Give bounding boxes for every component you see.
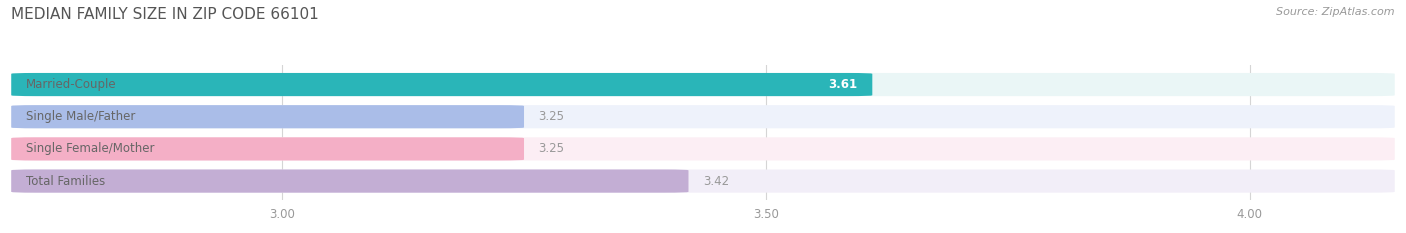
Text: MEDIAN FAMILY SIZE IN ZIP CODE 66101: MEDIAN FAMILY SIZE IN ZIP CODE 66101 (11, 7, 319, 22)
FancyBboxPatch shape (11, 169, 689, 193)
FancyBboxPatch shape (11, 137, 524, 161)
Text: Total Families: Total Families (25, 175, 105, 188)
Text: 3.25: 3.25 (538, 110, 565, 123)
Text: Married-Couple: Married-Couple (25, 78, 117, 91)
Text: 3.42: 3.42 (703, 175, 730, 188)
FancyBboxPatch shape (11, 73, 1395, 96)
FancyBboxPatch shape (11, 105, 1395, 128)
FancyBboxPatch shape (11, 105, 524, 128)
Text: 3.25: 3.25 (538, 142, 565, 155)
FancyBboxPatch shape (11, 73, 872, 96)
FancyBboxPatch shape (11, 169, 1395, 193)
FancyBboxPatch shape (11, 137, 1395, 161)
Text: Single Female/Mother: Single Female/Mother (25, 142, 155, 155)
Text: Source: ZipAtlas.com: Source: ZipAtlas.com (1277, 7, 1395, 17)
Text: 3.61: 3.61 (828, 78, 858, 91)
Text: Single Male/Father: Single Male/Father (25, 110, 135, 123)
